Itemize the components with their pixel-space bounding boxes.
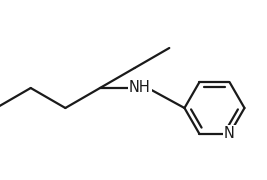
Text: NH: NH xyxy=(129,80,151,96)
Text: N: N xyxy=(224,127,235,141)
